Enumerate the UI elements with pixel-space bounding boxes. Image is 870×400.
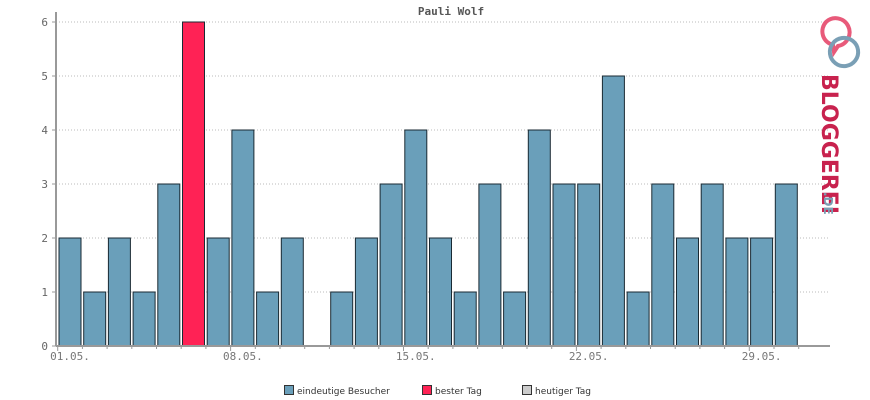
logo-text-suffix: .DE	[821, 192, 835, 215]
bar	[58, 237, 82, 347]
legend-swatch-best-day	[422, 385, 432, 395]
bar	[404, 129, 428, 347]
bar-best-day	[182, 21, 205, 347]
bar	[626, 291, 650, 347]
bar	[478, 183, 502, 347]
bar	[527, 129, 551, 347]
bar	[503, 291, 527, 347]
bar	[700, 183, 724, 347]
bar	[231, 129, 255, 347]
legend-item-unique-visitors: eindeutige Besucher	[284, 385, 390, 397]
x-tick-label: 01.05.	[50, 350, 90, 363]
bar	[354, 237, 378, 347]
bar	[206, 237, 230, 347]
bar	[132, 291, 156, 347]
y-tick-label: 3	[41, 178, 48, 191]
bar	[577, 183, 601, 347]
y-tick-label: 5	[41, 70, 48, 83]
y-tick-label: 4	[41, 124, 48, 137]
legend-item-best-day: bester Tag	[422, 385, 482, 397]
bar	[453, 291, 477, 347]
x-tick-label: 29.05.	[742, 350, 782, 363]
y-tick-label: 0	[41, 340, 48, 353]
legend: eindeutige Besucher bester Tag heutiger …	[0, 385, 870, 399]
legend-swatch-unique-visitors	[284, 385, 294, 395]
y-tick-label: 1	[41, 286, 48, 299]
chart-title: Pauli Wolf	[418, 5, 484, 18]
legend-item-today: heutiger Tag	[522, 385, 591, 397]
legend-label-best-day: bester Tag	[435, 387, 482, 397]
legend-swatch-today	[522, 385, 532, 395]
bar	[107, 237, 131, 347]
bar	[83, 291, 107, 347]
bar	[552, 183, 576, 347]
bar	[256, 291, 280, 347]
x-tick-label: 15.05.	[396, 350, 436, 363]
y-tick-label: 2	[41, 232, 48, 245]
bar	[157, 183, 181, 347]
bar	[774, 183, 798, 347]
x-tick-label: 08.05.	[223, 350, 263, 363]
bloggerei-logo: BLOGGEREI .DE	[816, 16, 861, 215]
legend-label-today: heutiger Tag	[535, 387, 592, 397]
bars	[58, 21, 798, 347]
bar	[676, 237, 699, 347]
bar	[379, 183, 403, 347]
bar	[429, 237, 452, 347]
x-tick-label: 22.05.	[569, 350, 609, 363]
bar	[330, 291, 354, 347]
speech-bubbles-icon	[820, 16, 861, 69]
bar	[651, 183, 675, 347]
bar	[750, 237, 774, 347]
bar	[601, 75, 625, 347]
y-tick-label: 6	[41, 16, 48, 29]
bar	[280, 237, 304, 347]
logo-text-main: BLOGGEREI	[816, 74, 841, 214]
bar	[725, 237, 749, 347]
legend-label-unique-visitors: eindeutige Besucher	[297, 387, 390, 397]
axes: 0 1 2 3 4 5 6 01.05. 08.05. 15.05. 22.05. 29.05.	[41, 12, 830, 363]
